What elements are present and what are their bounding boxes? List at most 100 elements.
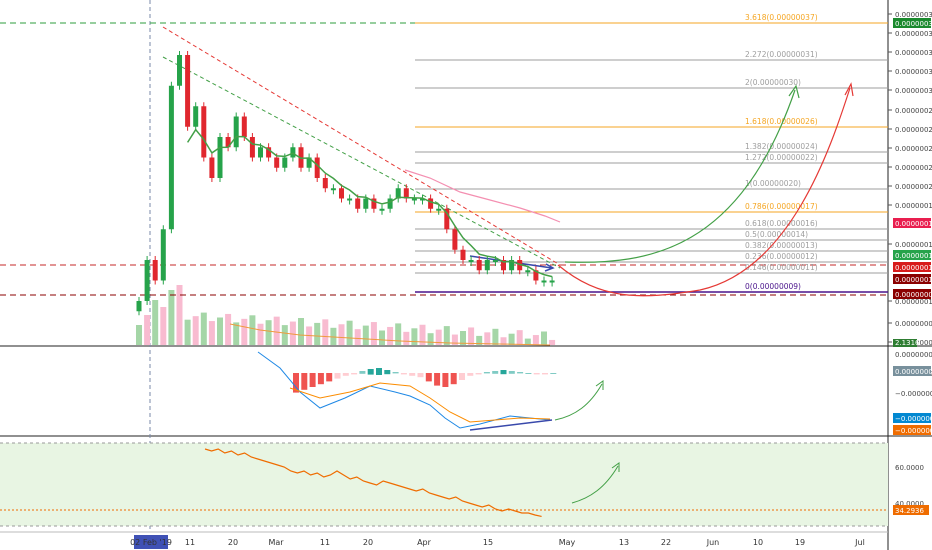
candle-body: [249, 137, 255, 158]
macd-histogram-bar: [317, 373, 324, 385]
candle-body: [168, 85, 174, 230]
volume-bar: [249, 315, 256, 345]
volume-bar: [379, 330, 385, 345]
volume-pane: [136, 285, 556, 346]
volume-bar: [217, 317, 223, 345]
price-tag: [893, 262, 931, 272]
macd-histogram-bar: [442, 373, 449, 387]
ema-line-green: [186, 128, 553, 278]
price-tag-label: 0.00000012: [895, 264, 932, 272]
time-tick-label: 02 Feb '19: [130, 538, 172, 547]
volume-bar: [192, 316, 199, 345]
macd-histogram-bar: [301, 373, 308, 390]
candle-body: [411, 198, 417, 201]
volume-bar: [354, 329, 361, 345]
candle-body: [379, 208, 385, 211]
time-tick-label: 11: [320, 538, 330, 547]
candle-body: [460, 249, 466, 260]
volume-bar: [176, 285, 183, 345]
candle-body: [201, 106, 207, 158]
volume-bar: [411, 328, 418, 345]
volume-bar: [500, 337, 507, 345]
volume-bar: [144, 315, 151, 345]
time-tick-label: 20: [363, 538, 373, 547]
macd-histogram-bar: [542, 373, 548, 375]
rsi-tag: [893, 505, 929, 515]
macd-histogram-bar: [525, 373, 532, 374]
candle-body: [185, 55, 191, 127]
volume-bar: [435, 329, 442, 345]
downtrend-line-red: [162, 26, 561, 266]
volume-bar: [168, 290, 175, 345]
volume-bar: [281, 325, 288, 345]
price-tag-label: 0.00000012: [895, 276, 932, 284]
volume-bar: [524, 338, 531, 345]
macd-histogram-bar: [392, 372, 399, 374]
time-tick-label: 11: [185, 538, 195, 547]
price-tick-label: 0.00000022: [895, 164, 932, 172]
candle-body: [274, 157, 280, 168]
candle-body: [484, 260, 490, 271]
candle-body: [152, 260, 158, 281]
macd-histogram-bar: [417, 373, 424, 378]
fib-level-label: 0.382(0.00000013): [745, 241, 818, 250]
macd-line: [257, 351, 551, 429]
candle-body: [420, 198, 425, 201]
price-tick-label: 0.00000020: [895, 183, 932, 191]
fib-level-label: 0.618(0.00000016): [745, 219, 818, 228]
volume-bar: [362, 325, 369, 345]
macd-histogram-bar: [376, 368, 382, 375]
macd-histogram-bar: [334, 373, 341, 379]
macd-histogram-bar: [409, 373, 416, 376]
fibonacci-levels: 3.618(0.00000037) 2.272(0.00000031) 2(0.00…: [0, 13, 888, 296]
macd-histogram-bar: [475, 373, 482, 375]
time-tick-label: Jun: [706, 538, 720, 547]
candle-body: [436, 208, 442, 211]
price-tick-label: 0.00000038: [895, 11, 932, 19]
fib-level-label: 0.786(0.00000017): [745, 202, 818, 211]
divergence-arrowhead: [544, 263, 555, 272]
rsi-arrowhead: [611, 462, 620, 472]
price-axis: 0.00000038 0.00000036 0.00000034 0.00000032…: [888, 11, 932, 515]
candle-body: [258, 147, 263, 158]
time-tick-label: 20: [228, 538, 238, 547]
price-tag-label: 0.00000016: [895, 220, 932, 228]
volume-bar: [160, 307, 167, 345]
volume-bar: [370, 322, 377, 345]
macd-histogram-bar: [384, 370, 391, 375]
candle-body: [225, 137, 231, 148]
volume-bar: [200, 312, 207, 345]
volume-ma-line: [229, 323, 551, 346]
rsi-tag-label: 34.2936: [895, 507, 924, 515]
candle-body: [209, 157, 215, 178]
macd-bullish-arrow: [554, 383, 603, 421]
volume-tag-label: 2.1316: [895, 339, 920, 347]
volume-bar: [419, 324, 426, 345]
candle-body: [541, 280, 547, 283]
volume-bar: [265, 320, 272, 345]
volume-bar: [208, 321, 215, 345]
volume-bar: [387, 326, 394, 345]
macd-histogram-bar: [483, 372, 490, 374]
price-tick-label: 0.00000032: [895, 68, 932, 76]
fib-level-label: 1.618(0.00000026): [745, 117, 818, 126]
rsi-line: [204, 448, 542, 517]
downtrend-line-green: [162, 56, 561, 269]
bearish-projection-arrow: [557, 87, 851, 297]
volume-bar: [427, 333, 434, 345]
price-tag: [893, 289, 931, 299]
candle-body: [387, 198, 393, 209]
volume-bar: [451, 334, 458, 345]
candle-body: [468, 260, 474, 262]
candle-body: [444, 208, 450, 230]
price-tag-label: 0.00000037: [895, 20, 932, 28]
volume-bar: [476, 335, 483, 345]
volume-bar: [516, 330, 523, 345]
candle-body: [395, 188, 401, 199]
macd-histogram-bar: [326, 373, 333, 382]
macd-histogram-bar: [293, 373, 299, 393]
time-tick-label: Mar: [268, 538, 284, 547]
bullish-arrowhead: [788, 84, 800, 99]
